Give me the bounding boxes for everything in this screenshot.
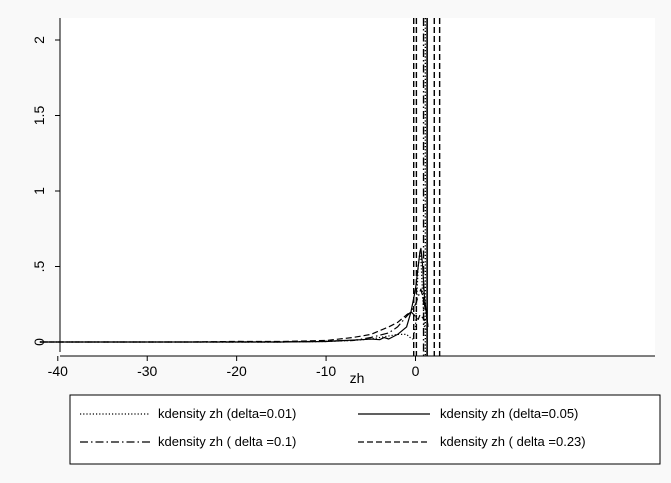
x-tick-label: -30 [137, 363, 157, 379]
y-tick-label: 1.5 [31, 106, 47, 126]
legend-label: kdensity zh ( delta =0.23) [440, 434, 586, 449]
legend-label: kdensity zh ( delta =0.1) [158, 434, 296, 449]
legend: kdensity zh (delta=0.01) kdensity zh (del… [69, 394, 661, 465]
series-line [39, 311, 426, 343]
x-tick-label: 0 [412, 363, 420, 379]
x-tick-label: -10 [316, 363, 336, 379]
y-ticks: 0 .5 1 1.5 2 [31, 36, 60, 346]
y-tick-label: .5 [31, 260, 47, 272]
legend-entries: kdensity zh (delta=0.01) kdensity zh (del… [80, 406, 586, 449]
legend-label: kdensity zh (delta=0.01) [158, 406, 296, 421]
x-tick-label: -20 [227, 363, 247, 379]
y-tick-label: 0 [31, 338, 47, 346]
series-line [39, 288, 429, 343]
legend-label: kdensity zh (delta=0.05) [440, 406, 578, 421]
x-tick-label: -40 [48, 363, 68, 379]
legend-box [69, 394, 661, 465]
plot-area [60, 18, 655, 356]
series-line [39, 250, 427, 343]
series-layer [39, 18, 441, 356]
x-ticks: -40 -30 -20 -10 0 [48, 356, 420, 379]
y-tick-label: 2 [31, 36, 47, 44]
x-axis-title: zh [350, 370, 365, 386]
y-tick-label: 1 [31, 187, 47, 195]
